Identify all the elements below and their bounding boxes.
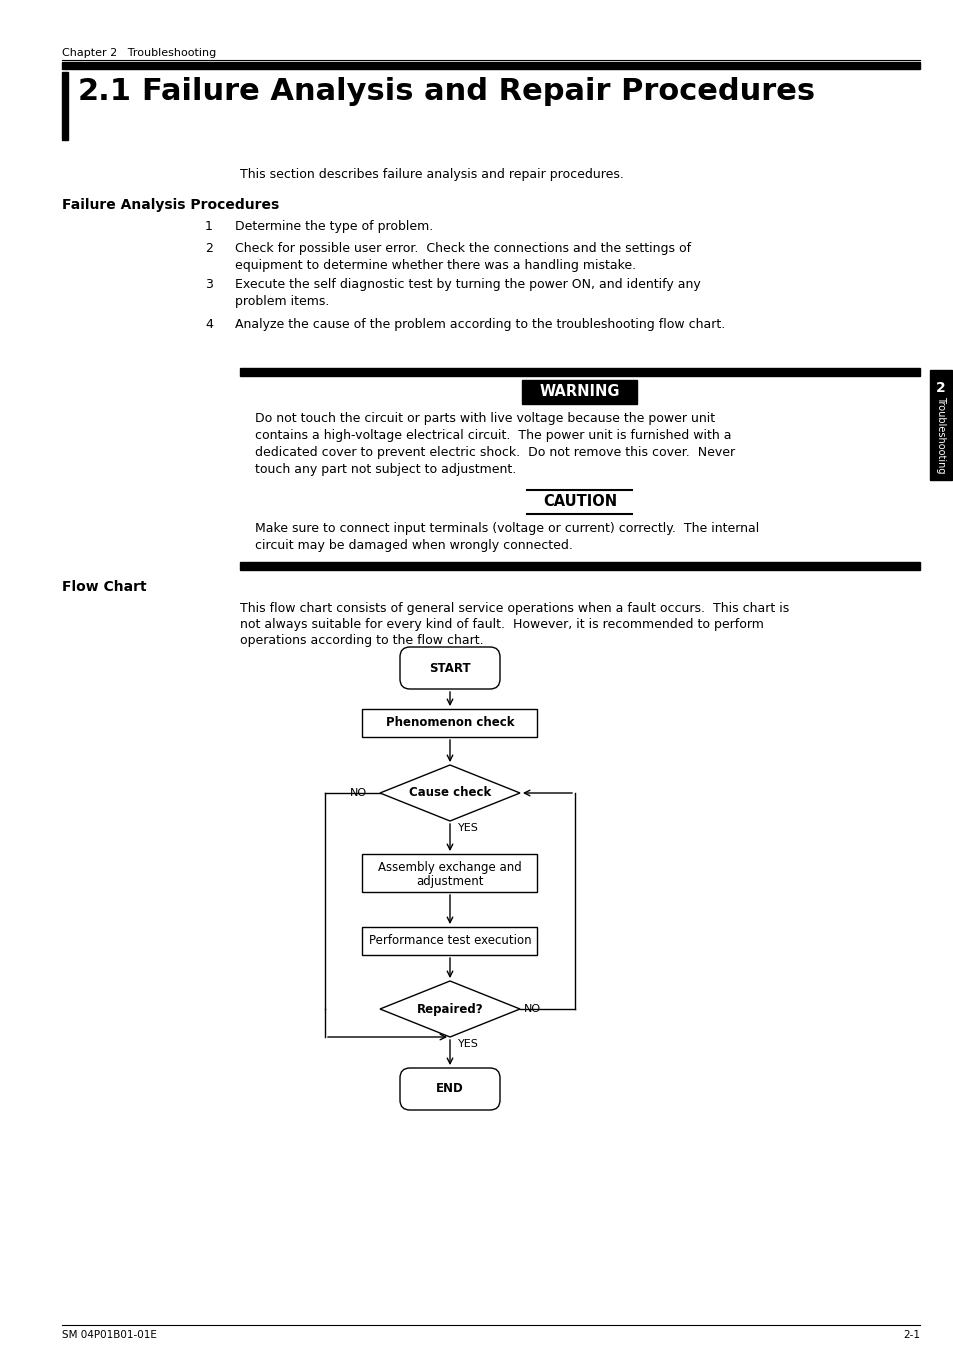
Text: WARNING: WARNING: [539, 385, 619, 400]
Polygon shape: [379, 765, 519, 821]
Bar: [240, 562, 919, 570]
Bar: [362, 709, 537, 738]
Bar: [929, 370, 951, 480]
Text: 2: 2: [205, 242, 213, 255]
Text: operations according to the flow chart.: operations according to the flow chart.: [240, 634, 483, 647]
Bar: [362, 854, 537, 892]
Text: Flow Chart: Flow Chart: [62, 580, 147, 594]
Text: Cause check: Cause check: [409, 786, 491, 800]
Text: 2.1: 2.1: [78, 77, 132, 105]
Text: adjustment: adjustment: [416, 874, 483, 888]
Text: Chapter 2   Troubleshooting: Chapter 2 Troubleshooting: [62, 49, 216, 58]
Bar: [362, 927, 537, 955]
Text: Phenomenon check: Phenomenon check: [385, 716, 514, 730]
Text: 4: 4: [205, 317, 213, 331]
Text: Make sure to connect input terminals (voltage or current) correctly.  The intern: Make sure to connect input terminals (vo…: [254, 521, 759, 535]
Text: circuit may be damaged when wrongly connected.: circuit may be damaged when wrongly conn…: [254, 539, 572, 553]
Text: dedicated cover to prevent electric shock.  Do not remove this cover.  Never: dedicated cover to prevent electric shoc…: [254, 446, 735, 459]
Text: not always suitable for every kind of fault.  However, it is recommended to perf: not always suitable for every kind of fa…: [240, 617, 763, 631]
Text: Determine the type of problem.: Determine the type of problem.: [234, 220, 433, 232]
Bar: [62, 62, 919, 69]
Text: Analyze the cause of the problem according to the troubleshooting flow chart.: Analyze the cause of the problem accordi…: [234, 317, 724, 331]
Text: END: END: [436, 1082, 463, 1096]
Text: contains a high-voltage electrical circuit.  The power unit is furnished with a: contains a high-voltage electrical circu…: [254, 430, 731, 442]
Text: 3: 3: [205, 278, 213, 290]
Text: YES: YES: [457, 823, 478, 834]
Text: Assembly exchange and: Assembly exchange and: [377, 861, 521, 874]
Text: 2-1: 2-1: [902, 1329, 919, 1340]
Text: YES: YES: [457, 1039, 478, 1048]
Text: START: START: [429, 662, 471, 674]
Text: This flow chart consists of general service operations when a fault occurs.  Thi: This flow chart consists of general serv…: [240, 603, 788, 615]
Text: NO: NO: [350, 788, 367, 798]
FancyBboxPatch shape: [399, 1069, 499, 1111]
Text: Failure Analysis and Repair Procedures: Failure Analysis and Repair Procedures: [142, 77, 814, 105]
Text: Repaired?: Repaired?: [416, 1002, 483, 1016]
Text: Execute the self diagnostic test by turning the power ON, and identify any
probl: Execute the self diagnostic test by turn…: [234, 278, 700, 308]
Text: 2: 2: [935, 381, 944, 394]
Text: NO: NO: [523, 1004, 540, 1015]
Text: 1: 1: [205, 220, 213, 232]
Polygon shape: [379, 981, 519, 1038]
FancyBboxPatch shape: [399, 647, 499, 689]
Text: Performance test execution: Performance test execution: [368, 935, 531, 947]
Text: Do not touch the circuit or parts with live voltage because the power unit: Do not touch the circuit or parts with l…: [254, 412, 715, 426]
Text: Failure Analysis Procedures: Failure Analysis Procedures: [62, 199, 279, 212]
Text: Troubleshooting: Troubleshooting: [935, 396, 945, 474]
Text: touch any part not subject to adjustment.: touch any part not subject to adjustment…: [254, 463, 516, 476]
Text: This section describes failure analysis and repair procedures.: This section describes failure analysis …: [240, 168, 623, 181]
Bar: [522, 380, 637, 404]
Text: Check for possible user error.  Check the connections and the settings of
equipm: Check for possible user error. Check the…: [234, 242, 690, 272]
Bar: [240, 367, 919, 376]
Text: CAUTION: CAUTION: [542, 494, 617, 509]
Bar: [62, 72, 68, 141]
Text: SM 04P01B01-01E: SM 04P01B01-01E: [62, 1329, 156, 1340]
